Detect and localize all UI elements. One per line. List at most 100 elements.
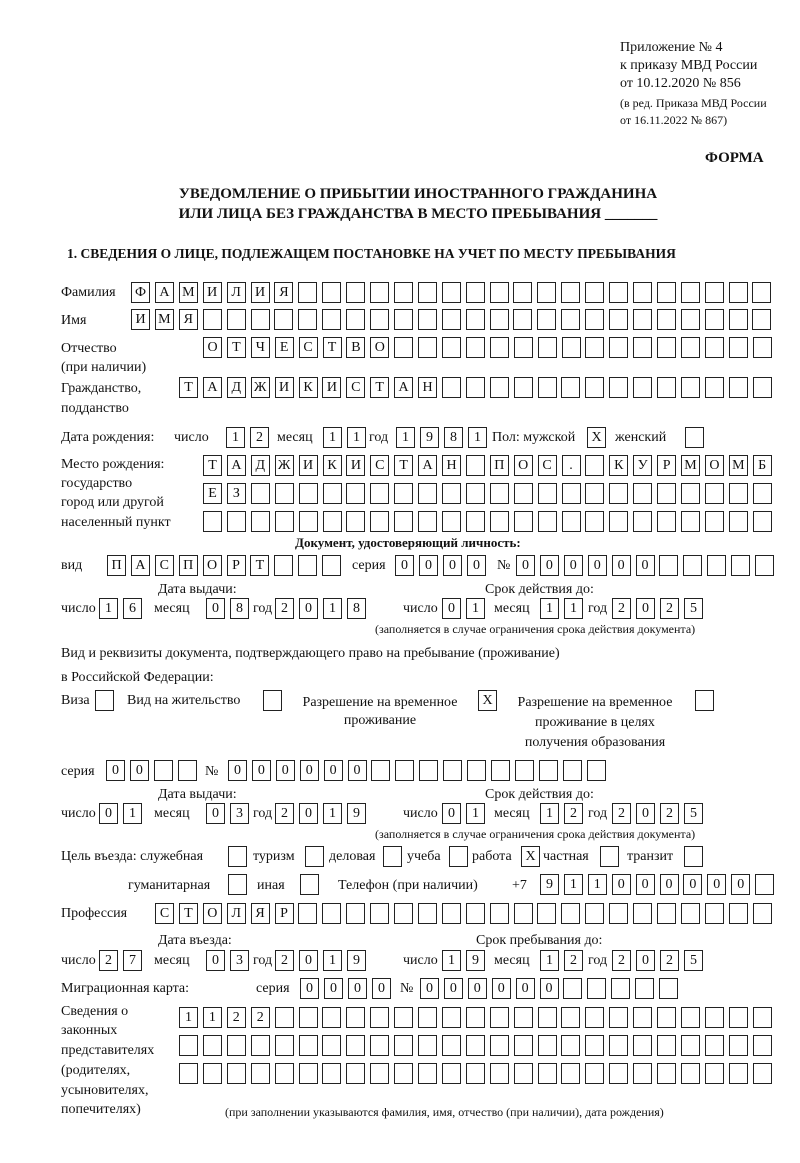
mc-number-cell[interactable]: 0 [467,978,487,999]
doc-issue-year-cell[interactable]: 1 [323,598,342,619]
birthplace3-cell[interactable] [322,511,342,532]
right-number-cell[interactable]: 0 [299,760,319,781]
right-number-cell[interactable] [467,760,486,781]
right-issue-day-cell[interactable]: 0 [99,803,118,824]
birthplace3-cell[interactable] [681,511,700,532]
surname-cell[interactable] [680,282,700,303]
name-cell[interactable] [489,309,509,330]
reps1-cell[interactable] [513,1007,533,1028]
patronymic-cell[interactable]: С [298,337,318,358]
p-private-cell[interactable] [600,846,619,867]
birthplace1-cell[interactable]: М [728,455,748,476]
birthplace2-cell[interactable] [537,483,557,504]
reps2-cell[interactable] [441,1035,461,1056]
birthplace2-cell[interactable] [394,483,414,504]
right-valid-year-cell[interactable]: 2 [612,803,631,824]
reps3-cell[interactable] [274,1063,294,1084]
doc-issue-day-cell[interactable]: 1 [99,598,118,619]
birthplace2-cell[interactable] [370,483,390,504]
stay-day-cell[interactable]: 9 [466,950,485,971]
surname-cell[interactable] [346,282,366,303]
doc-number-cell[interactable]: 0 [563,555,583,576]
reps3-cell[interactable] [633,1063,653,1084]
patronymic-cell[interactable] [704,337,724,358]
reps1-cell[interactable]: 1 [202,1007,222,1028]
birthplace3-cell[interactable] [513,511,533,532]
entry-year-cell[interactable]: 9 [347,950,366,971]
phone-cell[interactable]: 0 [731,874,751,895]
reps2-cell[interactable] [394,1035,414,1056]
citizenship-cell[interactable] [513,377,533,398]
right-number-cell[interactable] [562,760,582,781]
name-cell[interactable] [202,309,222,330]
right-number-cell[interactable] [490,760,510,781]
mc-number-cell[interactable] [635,978,655,999]
right-valid-year-cell[interactable]: 0 [636,803,655,824]
doc-series-cell[interactable]: 0 [419,555,438,576]
reps1-cell[interactable] [418,1007,437,1028]
doc-number-cell[interactable] [755,555,774,576]
birthplace1-cell[interactable] [465,455,485,476]
entry-year-cell[interactable]: 0 [299,950,318,971]
reps2-cell[interactable] [537,1035,557,1056]
birthplace3-cell[interactable] [657,511,677,532]
reps2-cell[interactable] [489,1035,509,1056]
phone-cell[interactable]: 0 [635,874,655,895]
surname-cell[interactable]: И [250,282,270,303]
reps2-cell[interactable] [370,1035,390,1056]
patronymic-cell[interactable]: В [346,337,366,358]
reps2-cell[interactable] [274,1035,294,1056]
profession-cell[interactable] [656,903,676,924]
p-business-cell[interactable] [383,846,402,867]
reps2-cell[interactable] [752,1035,772,1056]
entry-day-cell[interactable]: 2 [99,950,118,971]
doc-issue-month-cell[interactable]: 0 [206,598,225,619]
reps3-cell[interactable] [513,1063,533,1084]
reps1-cell[interactable] [465,1007,485,1028]
patronymic-cell[interactable] [728,337,748,358]
reps3-cell[interactable] [657,1063,676,1084]
birth-day-cell[interactable]: 2 [250,427,269,448]
citizenship-cell[interactable] [704,377,724,398]
birthplace3-cell[interactable] [298,511,318,532]
male-cell[interactable]: X [587,427,606,448]
patronymic-cell[interactable]: О [370,337,390,358]
name-cell[interactable] [585,309,605,330]
reps3-cell[interactable] [370,1063,390,1084]
doc-issue-year-cell[interactable]: 8 [347,598,366,619]
birthplace1-cell[interactable]: . [561,455,581,476]
reps2-cell[interactable] [322,1035,342,1056]
doc-kind-cell[interactable] [322,555,342,576]
name-cell[interactable] [274,309,294,330]
doc-kind-cell[interactable]: П [178,555,198,576]
stay-month-cell[interactable]: 1 [540,950,559,971]
birthplace2-cell[interactable] [513,483,533,504]
reps2-cell[interactable] [250,1035,270,1056]
reps2-cell[interactable] [513,1035,533,1056]
right-number-cell[interactable]: 0 [251,760,271,781]
right-number-cell[interactable] [419,760,439,781]
patronymic-cell[interactable] [657,337,677,358]
name-cell[interactable] [417,309,437,330]
reps1-cell[interactable] [657,1007,676,1028]
reps1-cell[interactable]: 1 [179,1007,198,1028]
doc-kind-cell[interactable] [298,555,318,576]
stay-year-cell[interactable]: 2 [612,950,631,971]
doc-number-cell[interactable] [707,555,727,576]
reps2-cell[interactable] [704,1035,724,1056]
p-other-cell[interactable] [300,874,319,895]
doc-valid-month-cell[interactable]: 1 [540,598,559,619]
reps1-cell[interactable] [728,1007,748,1028]
mc-number-cell[interactable] [587,978,607,999]
birthplace1-cell[interactable]: И [346,455,366,476]
name-cell[interactable] [561,309,581,330]
reps3-cell[interactable] [226,1063,246,1084]
surname-cell[interactable] [393,282,413,303]
phone-cell[interactable]: 9 [540,874,559,895]
doc-number-cell[interactable]: 0 [611,555,631,576]
reps2-cell[interactable] [226,1035,246,1056]
right-valid-day-cell[interactable]: 1 [466,803,485,824]
birthplace2-cell[interactable] [418,483,438,504]
profession-cell[interactable]: О [202,903,222,924]
phone-cell[interactable]: 1 [587,874,607,895]
